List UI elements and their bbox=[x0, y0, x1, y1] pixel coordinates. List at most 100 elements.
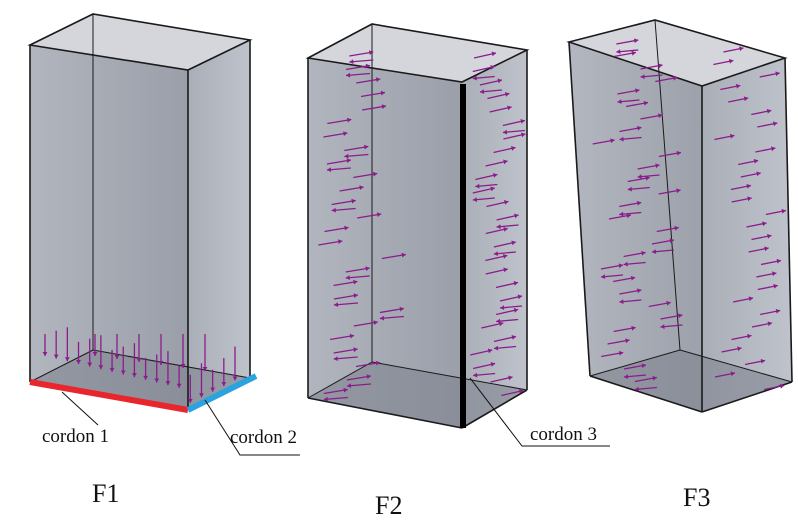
force-arrowhead bbox=[232, 376, 238, 381]
force-arrow bbox=[379, 307, 404, 314]
force-arrowhead bbox=[349, 59, 354, 65]
force-arrowhead bbox=[678, 313, 683, 319]
force-arrow bbox=[339, 186, 364, 192]
box-f2: cordon 3 bbox=[305, 23, 610, 447]
force-arrowhead bbox=[775, 308, 781, 314]
force-arrowhead bbox=[487, 348, 493, 354]
force-arrowhead bbox=[500, 305, 505, 311]
force-arrow bbox=[361, 105, 387, 111]
force-arrowhead bbox=[517, 294, 523, 300]
force-arrowhead bbox=[333, 356, 338, 362]
force-arrow bbox=[333, 356, 358, 360]
force-arrowhead bbox=[154, 378, 160, 383]
force-arrow bbox=[381, 253, 406, 260]
force-arrowhead bbox=[345, 275, 350, 281]
force-arrowhead bbox=[640, 74, 645, 80]
force-arrow bbox=[360, 91, 386, 98]
force-arrowhead bbox=[676, 150, 681, 156]
force-arrowhead bbox=[165, 381, 171, 386]
force-arrow bbox=[345, 72, 371, 77]
force-arrowhead bbox=[479, 89, 485, 95]
force-arrowhead bbox=[376, 212, 382, 218]
force-arrowhead bbox=[490, 186, 495, 192]
force-arrowhead bbox=[333, 302, 339, 308]
force-arrowhead bbox=[739, 46, 744, 52]
cordon-1-weld bbox=[29, 379, 189, 413]
force-arrowhead bbox=[344, 153, 349, 159]
force-arrowhead bbox=[520, 119, 525, 124]
force-arrowhead bbox=[767, 321, 772, 327]
force-arrowhead bbox=[651, 249, 657, 255]
force-arrowhead bbox=[773, 283, 778, 289]
force-arrowhead bbox=[760, 358, 766, 364]
force-arrowhead bbox=[98, 365, 104, 370]
figure-label-f2: F2 bbox=[375, 491, 402, 520]
force-arrow bbox=[329, 334, 355, 341]
force-arrow bbox=[333, 280, 358, 287]
force-arrowhead bbox=[771, 271, 777, 277]
force-arrowhead bbox=[513, 308, 519, 313]
cordon-1-leader bbox=[61, 391, 99, 426]
force-arrowhead bbox=[625, 338, 630, 344]
force-arrowhead bbox=[766, 108, 772, 114]
force-arrowhead bbox=[136, 358, 142, 362]
force-arrowhead bbox=[672, 75, 678, 81]
force-arrow bbox=[379, 315, 404, 320]
box-f3 bbox=[566, 19, 793, 413]
force-arrowhead bbox=[375, 77, 381, 83]
force-arrowhead bbox=[666, 300, 671, 306]
force-arrowhead bbox=[380, 90, 386, 96]
force-arrowhead bbox=[42, 352, 48, 356]
force-arrowhead bbox=[511, 335, 517, 340]
force-arrowhead bbox=[475, 183, 480, 189]
force-arrowhead bbox=[497, 78, 502, 84]
force-arrowhead bbox=[743, 96, 749, 102]
force-arrowhead bbox=[676, 188, 681, 194]
force-arrowhead bbox=[660, 324, 665, 330]
force-arrowhead bbox=[643, 100, 649, 106]
force-arrowhead bbox=[158, 361, 164, 365]
force-arrowhead bbox=[764, 246, 769, 252]
cordon-2-weld bbox=[186, 373, 258, 413]
force-arrowhead bbox=[511, 240, 516, 246]
force-arrowhead bbox=[53, 354, 59, 359]
force-arrowhead bbox=[775, 71, 780, 77]
force-arrowhead bbox=[199, 393, 204, 398]
force-arrowhead bbox=[490, 362, 496, 367]
cordon-2-leader bbox=[204, 399, 300, 456]
force-arrowhead bbox=[109, 367, 115, 372]
force-arrowhead bbox=[491, 51, 497, 57]
force-arrowhead bbox=[728, 58, 734, 64]
force-arrowhead bbox=[503, 159, 508, 165]
force-arrow bbox=[345, 267, 370, 273]
force-arrowhead bbox=[618, 263, 623, 269]
force-arrowhead bbox=[346, 383, 352, 389]
force-arrow bbox=[345, 275, 370, 279]
force-arrowhead bbox=[503, 267, 508, 273]
force-arrow bbox=[345, 64, 371, 71]
force-arrowhead bbox=[365, 266, 370, 272]
force-arrowhead bbox=[637, 125, 642, 131]
force-arrowhead bbox=[645, 175, 650, 181]
force-arrowhead bbox=[472, 75, 477, 81]
force-arrowhead bbox=[353, 293, 358, 299]
force-arrow bbox=[323, 388, 348, 395]
force-arrowhead bbox=[600, 274, 606, 280]
force-arrowhead bbox=[373, 320, 378, 326]
force-arrowhead bbox=[76, 359, 81, 364]
force-arrow bbox=[324, 226, 349, 233]
force-arrowhead bbox=[746, 183, 751, 189]
force-arrowhead bbox=[143, 375, 148, 380]
force-arrowhead bbox=[737, 346, 742, 352]
force-arrowhead bbox=[762, 221, 767, 227]
force-arrowhead bbox=[379, 315, 385, 321]
force-arrowhead bbox=[331, 207, 336, 213]
force-arrowhead bbox=[776, 258, 781, 264]
force-arrowhead bbox=[636, 288, 642, 294]
force-arrowhead bbox=[346, 158, 351, 164]
force-arrowhead bbox=[114, 355, 120, 359]
cordon-2-label: cordon 2 bbox=[230, 427, 297, 448]
force-arrowhead bbox=[210, 387, 216, 392]
force-arrowhead bbox=[627, 186, 632, 192]
force-arrow bbox=[349, 51, 374, 57]
